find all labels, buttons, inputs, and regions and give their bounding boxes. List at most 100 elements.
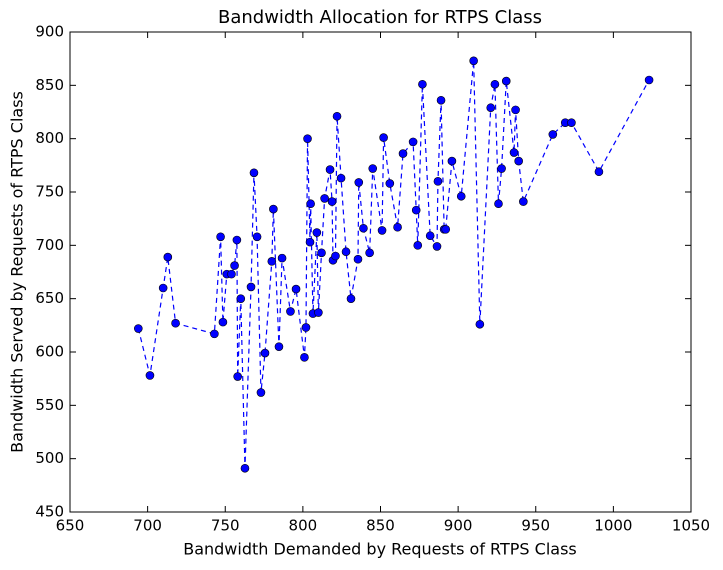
x-tick-label: 1000 <box>594 517 632 535</box>
y-tick-label: 500 <box>35 449 64 467</box>
data-point <box>432 242 442 251</box>
data-point <box>163 252 173 262</box>
data-point <box>232 235 242 245</box>
data-point <box>490 79 500 89</box>
data-point <box>260 348 270 358</box>
data-point <box>240 463 250 473</box>
data-point <box>413 241 423 250</box>
x-tick-label: 950 <box>521 517 550 535</box>
data-point <box>377 226 387 235</box>
data-point <box>301 323 311 332</box>
data-point <box>267 257 277 266</box>
data-point <box>398 149 408 158</box>
data-point <box>385 179 395 188</box>
data-point <box>286 307 295 316</box>
data-point <box>277 253 287 263</box>
data-point <box>233 372 242 381</box>
data-point <box>252 232 262 242</box>
data-point <box>300 353 309 362</box>
data-point <box>456 191 466 201</box>
data-point <box>548 130 558 139</box>
y-tick-label: 550 <box>35 396 64 414</box>
data-point <box>210 329 219 339</box>
y-tick-label: 700 <box>35 236 64 254</box>
data-point <box>336 173 346 183</box>
data-point <box>469 56 478 66</box>
data-point <box>433 177 443 186</box>
data-point <box>341 247 351 257</box>
data-point <box>230 261 239 270</box>
data-point <box>312 228 322 237</box>
data-point <box>365 248 374 258</box>
y-axis-label: Bandwidth Served by Requests of RTPS Cla… <box>8 91 27 453</box>
data-point <box>216 232 225 242</box>
data-point <box>447 156 457 166</box>
plot-frame <box>69 31 692 513</box>
data-point <box>331 251 340 261</box>
x-tick-label: 1050 <box>672 517 710 535</box>
data-point <box>368 164 378 173</box>
data-point <box>408 137 418 147</box>
x-tick-label: 750 <box>211 517 240 535</box>
data-point <box>514 156 523 166</box>
y-tick-label: 800 <box>35 129 64 147</box>
data-point <box>227 269 236 279</box>
data-point <box>393 222 402 232</box>
data-point <box>425 231 435 241</box>
data-point <box>291 284 301 294</box>
data-point <box>327 197 337 206</box>
y-tick-label: 850 <box>35 76 64 94</box>
x-axis-label: Bandwidth Demanded by Requests of RTPS C… <box>183 540 577 559</box>
data-point <box>303 134 312 143</box>
x-tick-label: 650 <box>56 517 85 535</box>
data-point <box>379 133 388 142</box>
data-point <box>256 388 266 397</box>
data-point <box>269 204 278 214</box>
data-point <box>320 194 329 203</box>
data-point <box>501 76 511 86</box>
data-point <box>218 317 228 327</box>
y-tick-label: 450 <box>35 503 64 521</box>
data-point <box>314 308 323 317</box>
data-point <box>494 199 503 209</box>
data-point <box>567 118 576 127</box>
data-point <box>171 318 180 328</box>
data-point <box>475 319 485 329</box>
data-point <box>497 164 506 173</box>
data-point <box>594 167 604 177</box>
y-tick-label: 900 <box>35 23 64 41</box>
data-point <box>436 95 446 105</box>
data-point <box>332 111 342 121</box>
data-point <box>246 282 256 292</box>
data-point <box>644 75 654 85</box>
data-point <box>274 342 284 351</box>
data-point <box>359 223 368 233</box>
x-tick-label: 800 <box>289 517 318 535</box>
data-point <box>306 199 315 209</box>
data-point <box>509 148 519 157</box>
data-point <box>511 105 520 115</box>
data-point <box>145 371 155 380</box>
x-tick-label: 850 <box>366 517 395 535</box>
x-tick-label: 700 <box>133 517 162 535</box>
data-point <box>418 79 427 89</box>
data-line <box>137 60 650 469</box>
data-point <box>325 165 335 174</box>
data-point <box>411 205 421 215</box>
y-tick-label: 750 <box>35 183 64 201</box>
data-point <box>353 254 363 264</box>
data-point <box>354 178 364 187</box>
data-point <box>317 248 326 258</box>
data-point <box>519 197 528 206</box>
data-point <box>236 294 246 303</box>
data-point <box>441 225 451 234</box>
data-point <box>249 168 259 178</box>
data-point <box>305 237 315 247</box>
data-point <box>158 283 168 293</box>
data-point <box>134 324 143 333</box>
data-point <box>486 103 496 113</box>
y-tick-label: 600 <box>35 343 64 361</box>
chart-title: Bandwidth Allocation for RTPS Class <box>218 7 542 28</box>
